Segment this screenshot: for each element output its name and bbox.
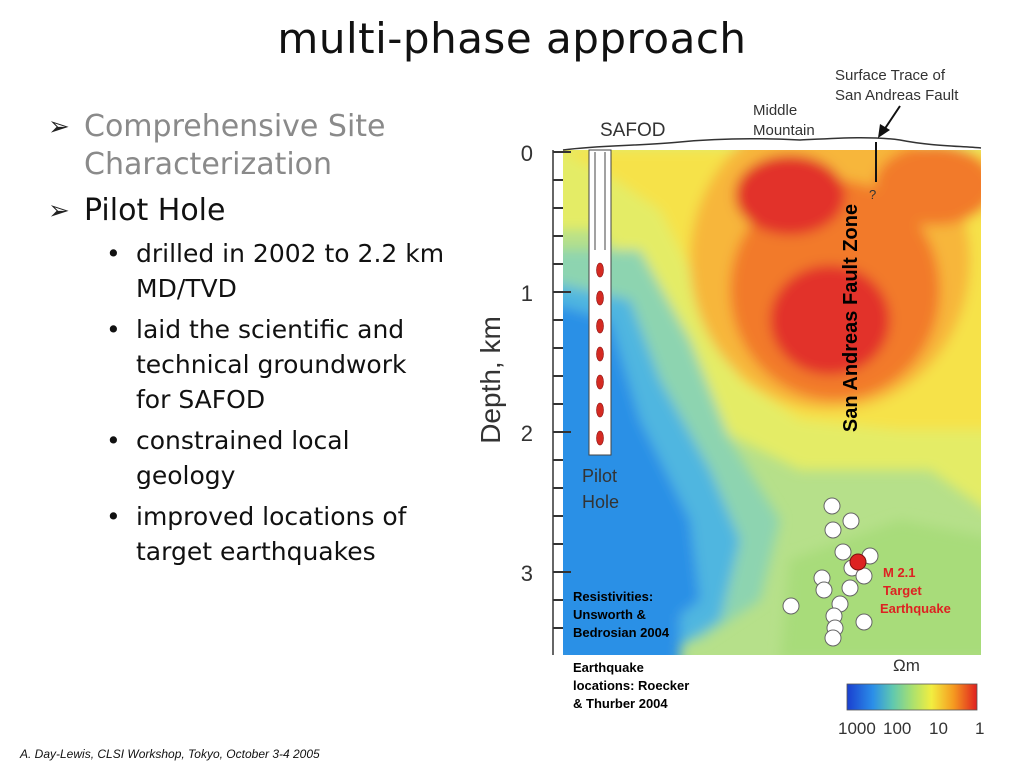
pilot-hole-label: Hole xyxy=(582,492,619,512)
pilot-hole xyxy=(588,149,612,456)
bullet-line: MD/TVD xyxy=(136,274,237,303)
slide-title: multi-phase approach xyxy=(277,14,747,63)
resistivity-credit: Resistivities: xyxy=(573,589,653,604)
y-tick-label: 0 xyxy=(521,141,533,166)
safod-label: SAFOD xyxy=(600,120,665,141)
middle-mountain-label: Mountain xyxy=(753,122,815,139)
dot-bullet-icon: • xyxy=(106,315,121,344)
earthquake-credit: Earthquake xyxy=(573,660,644,675)
bullet-line: constrained local xyxy=(136,426,350,455)
y-tick-label: 3 xyxy=(521,561,533,586)
pilot-hole-label: Pilot xyxy=(582,466,617,486)
bullet-line: Pilot Hole xyxy=(84,193,226,228)
bullet-list: ➢ Comprehensive Site Characterization ➢ … xyxy=(48,108,468,575)
fault-question-mark: ? xyxy=(869,187,876,202)
earthquake-credit: & Thurber 2004 xyxy=(573,696,668,711)
dot-bullet-icon: • xyxy=(106,426,121,455)
surface-trace-label: Surface Trace of xyxy=(835,67,946,84)
sub-bullet-groundwork: • laid the scientific and technical grou… xyxy=(48,312,468,417)
y-axis-label: Depth, km xyxy=(475,316,506,444)
sub-bullet-geology: • constrained local geology xyxy=(48,423,468,493)
scale-unit-label: Ωm xyxy=(893,656,920,675)
target-eq-label: M 2.1 xyxy=(883,565,916,580)
y-tick-label: 2 xyxy=(521,421,533,446)
surface-topography xyxy=(562,136,982,151)
bullet-line: laid the scientific and xyxy=(136,315,405,344)
bullet-line: technical groundwork xyxy=(136,350,407,379)
y-axis: 0 1 2 3 Depth, km xyxy=(475,141,571,655)
y-tick-label: 1 xyxy=(521,281,533,306)
scale-tick-label: 10 xyxy=(929,719,948,738)
color-scale-bar xyxy=(846,683,978,711)
bullet-line: improved locations of xyxy=(136,502,407,531)
surface-trace-label: San Andreas Fault xyxy=(835,87,959,104)
bullet-site-characterization: ➢ Comprehensive Site Characterization xyxy=(48,108,468,184)
middle-mountain-label: Middle xyxy=(753,102,797,119)
arrow-bullet-icon: ➢ xyxy=(48,112,70,142)
scale-tick-label: 1000 xyxy=(838,719,876,738)
bullet-pilot-hole: ➢ Pilot Hole xyxy=(48,192,468,230)
dot-bullet-icon: • xyxy=(106,502,121,531)
resistivity-credit: Bedrosian 2004 xyxy=(573,625,670,640)
earthquake-credit: locations: Roecker xyxy=(573,678,689,693)
bullet-line: Characterization xyxy=(84,147,333,182)
sub-bullet-drilled: • drilled in 2002 to 2.2 km MD/TVD xyxy=(48,236,468,306)
bullet-line: for SAFOD xyxy=(136,385,266,414)
bullet-line: drilled in 2002 to 2.2 km xyxy=(136,239,445,268)
scale-tick-label: 100 xyxy=(883,719,911,738)
dot-bullet-icon: • xyxy=(106,239,121,268)
surface-trace-arrow-icon xyxy=(878,105,901,138)
arrow-bullet-icon: ➢ xyxy=(48,196,70,226)
target-eq-label: Earthquake xyxy=(880,601,951,616)
target-eq-label: Target xyxy=(883,583,922,598)
bullet-line: Comprehensive Site xyxy=(84,109,386,144)
footer-citation: A. Day-Lewis, CLSI Workshop, Tokyo, Octo… xyxy=(20,747,320,761)
earthquake-locations xyxy=(782,497,879,647)
scale-tick-label: 1 xyxy=(975,719,984,738)
bullet-line: geology xyxy=(136,461,236,490)
fault-zone-label: San Andreas Fault Zone xyxy=(840,204,862,432)
sub-bullet-earthquakes: • improved locations of target earthquak… xyxy=(48,499,468,569)
target-earthquake-marker xyxy=(849,553,867,571)
resistivity-credit: Unsworth & xyxy=(573,607,646,622)
bullet-line: target earthquakes xyxy=(136,537,376,566)
